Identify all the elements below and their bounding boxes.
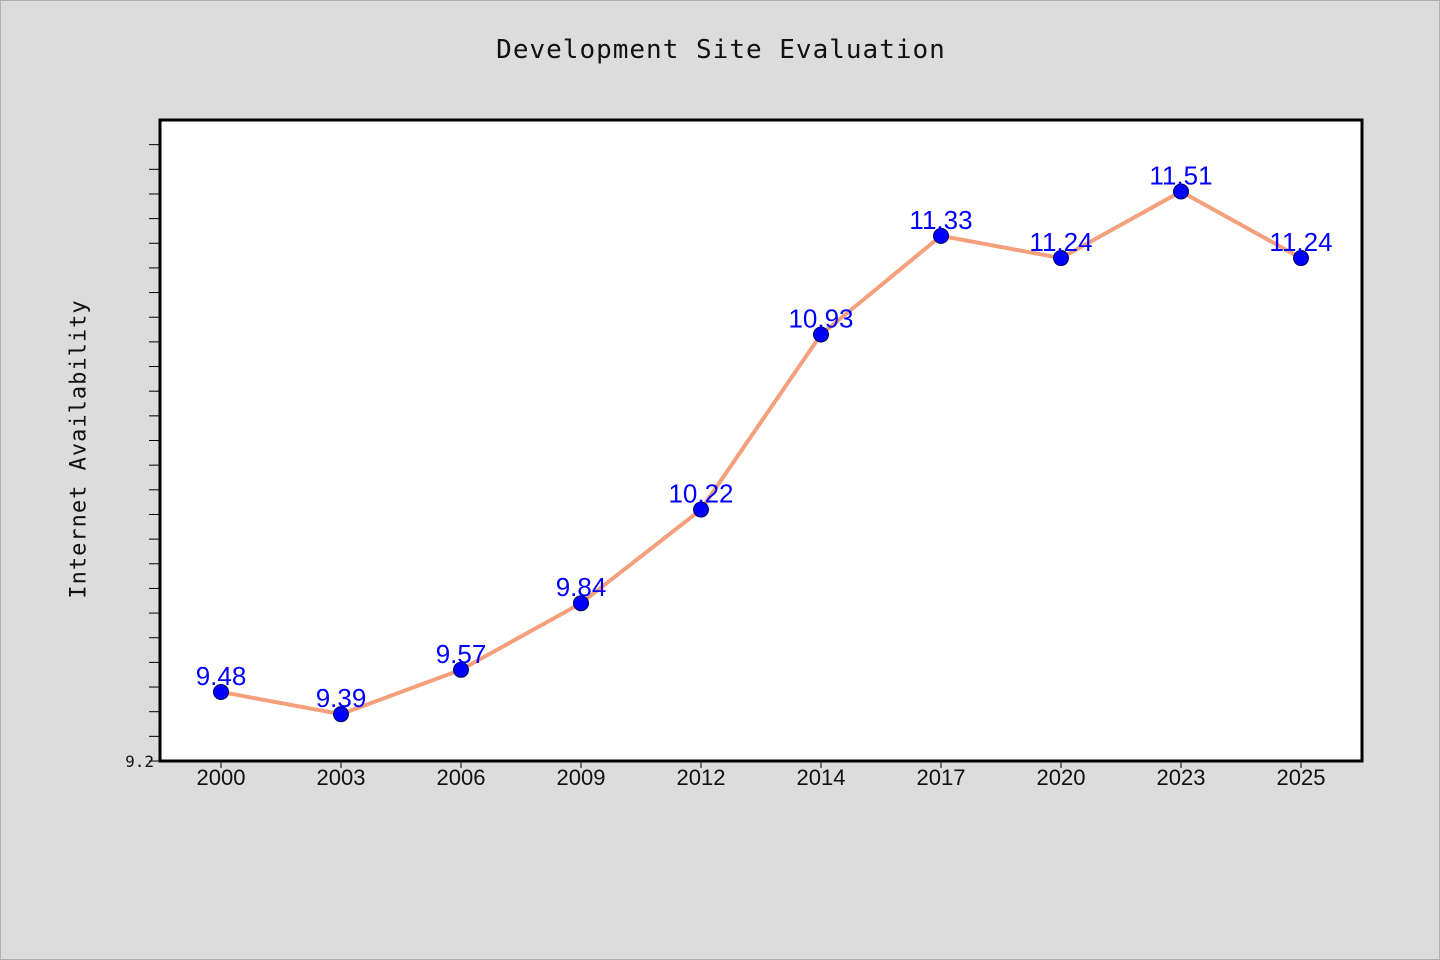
x-tick-label: 2009	[557, 765, 606, 790]
x-tick-label: 2025	[1277, 765, 1326, 790]
data-point	[213, 683, 229, 700]
data-label: 9.39	[316, 683, 367, 713]
data-point	[1293, 250, 1309, 267]
data-label: 11.33	[909, 205, 972, 235]
data-point	[813, 326, 829, 343]
x-tick-label: 2012	[677, 765, 726, 790]
plot-area	[158, 118, 1364, 763]
x-axis-ticks: 2000 2003 2006 2009 2012 2014 2017 2020 2023 2025	[197, 761, 1326, 790]
data-label: 9.57	[436, 639, 487, 669]
data-point	[1053, 250, 1069, 267]
data-labels: 9.48 9.39 9.57 9.84 10.22 10.93 11.33 11.24 11.5…	[196, 160, 1333, 713]
data-point	[453, 661, 469, 678]
x-tick-label: 2023	[1157, 765, 1206, 790]
x-tick-label: 2006	[437, 765, 486, 790]
data-label: 10.93	[788, 303, 853, 333]
x-tick-label: 2003	[317, 765, 366, 790]
y-tick-label-min: 9.2	[125, 752, 154, 771]
data-label: 11.24	[1029, 227, 1092, 257]
x-tick-label: 2017	[917, 765, 966, 790]
data-point	[333, 706, 349, 723]
data-markers	[213, 183, 1309, 723]
data-point	[933, 227, 949, 244]
data-label: 9.84	[556, 572, 607, 602]
data-label: 11.24	[1269, 227, 1332, 257]
data-point	[1173, 183, 1189, 200]
data-point	[573, 595, 589, 612]
data-label: 9.48	[196, 661, 247, 691]
chart-title: Development Site Evaluation	[496, 35, 946, 65]
data-label: 10.22	[668, 479, 733, 509]
x-tick-label: 2000	[197, 765, 246, 790]
data-label: 11.51	[1149, 160, 1212, 190]
series-line-group	[220, 189, 1302, 717]
y-axis-ticks	[149, 144, 160, 762]
x-tick-label: 2014	[797, 765, 846, 790]
x-tick-label: 2020	[1037, 765, 1086, 790]
series-line	[220, 189, 1302, 717]
data-point	[693, 501, 709, 518]
